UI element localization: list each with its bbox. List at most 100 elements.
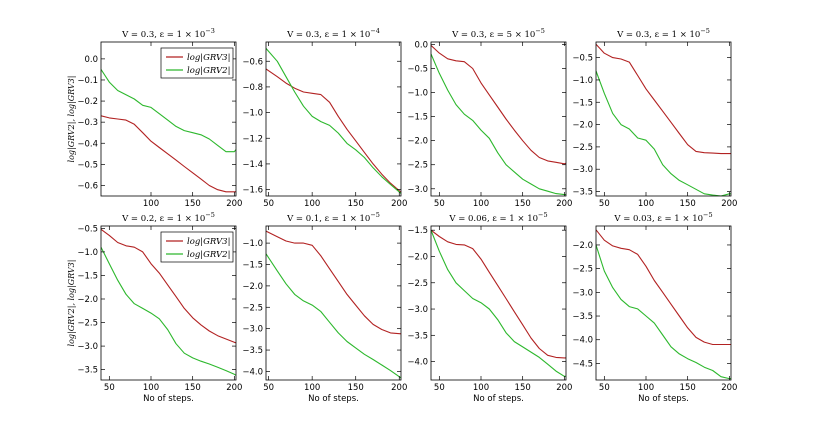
legend-label: log|GRV2| — [187, 66, 230, 76]
y-tick-label: −0.5 — [572, 54, 593, 64]
axes-frame — [100, 225, 237, 381]
axes-frame — [595, 225, 732, 381]
legend-box — [160, 47, 234, 79]
series-line-grv3 — [431, 44, 566, 165]
subplot-3: V = 0.3, ε = 5 × 10−5 50 100 150 200 0.0 −0.5 −… — [407, 27, 572, 209]
y-tick-label: −4.5 — [572, 359, 593, 369]
subplot-title: V = 0.3, ε = 1 × 10−4 — [286, 27, 380, 40]
x-tick-label: 100 — [638, 383, 654, 393]
x-tick-label: 200 — [226, 383, 242, 393]
y-tick-label: −1.0 — [407, 89, 428, 99]
y-tick-label: −3.0 — [407, 185, 428, 195]
x-tick-label: 50 — [434, 199, 445, 209]
subplot-8: V = 0.03, ε = 1 × 10−5 50 100 150 200 −2.0 −2.… — [572, 211, 737, 404]
y-tick-label: −3.0 — [242, 325, 263, 335]
y-tick-label: −3.5 — [242, 346, 263, 356]
y-tick-label: −2.0 — [572, 241, 593, 251]
y-tick-label: −1.5 — [242, 261, 263, 271]
y-tick-label: −0.3 — [77, 118, 98, 128]
x-axis-label: No of steps. — [308, 394, 359, 404]
x-axis-label: No of steps. — [473, 394, 524, 404]
legend-box — [160, 231, 234, 263]
axes-frame — [430, 225, 567, 381]
series-line-grv3 — [101, 115, 236, 193]
subplot-6: V = 0.1, ε = 1 × 10−5 50 100 150 200 −1.0 −1.5… — [242, 211, 407, 404]
axes-frame — [595, 41, 732, 197]
x-tick-label: 200 — [556, 199, 572, 209]
y-tick-label: −3.0 — [572, 165, 593, 175]
y-tick-label: −1.5 — [407, 113, 428, 123]
subplot-5: V = 0.2, ε = 1 × 10−5 50 100 150 200 −0.5 −1.0… — [67, 211, 242, 404]
y-tick-label: −0.5 — [407, 64, 428, 74]
y-tick-label: −3.5 — [572, 312, 593, 322]
subplot-title: V = 0.1, ε = 1 × 10−5 — [286, 211, 380, 224]
subplot-title: V = 0.3, ε = 5 × 10−5 — [451, 27, 545, 40]
y-tick-label: −3.5 — [407, 331, 428, 341]
y-tick-label: −0.6 — [242, 57, 263, 67]
x-tick-label: 150 — [515, 199, 531, 209]
y-tick-label: −2.0 — [407, 137, 428, 147]
series-line-grv2 — [431, 53, 566, 196]
y-tick-label: −1.0 — [572, 76, 593, 86]
x-tick-label: 150 — [515, 383, 531, 393]
x-tick-label: 150 — [680, 383, 696, 393]
y-tick-label: −1.0 — [77, 248, 98, 258]
y-tick-label: −2.0 — [242, 282, 263, 292]
x-tick-label: 150 — [348, 199, 364, 209]
series-line-grv3 — [266, 68, 401, 193]
y-tick-label: −4.0 — [242, 367, 263, 377]
series-line-grv3 — [431, 229, 566, 359]
series-line-grv2 — [266, 253, 401, 379]
x-axis-label: No of steps. — [638, 394, 689, 404]
y-axis-label: log|GRV2|, log|GRV3| — [67, 76, 76, 163]
x-tick-label: 100 — [473, 383, 489, 393]
x-tick-label: 50 — [263, 199, 274, 209]
y-tick-label: −0.6 — [77, 181, 98, 191]
x-tick-label: 100 — [473, 199, 489, 209]
subplot-title: V = 0.06, ε = 1 × 10−5 — [448, 211, 547, 224]
y-tick-label: −3.5 — [572, 188, 593, 198]
legend-label: log|GRV3| — [187, 53, 230, 63]
subplot-1: V = 0.3, ε = 1 × 10−3 100 150 200 0.0 −0.1 −0.… — [67, 27, 242, 209]
x-tick-label: 50 — [104, 383, 115, 393]
axes-frame — [100, 41, 237, 197]
y-tick-label: −0.8 — [242, 83, 263, 93]
subplot-title: V = 0.03, ε = 1 × 10−5 — [613, 211, 712, 224]
x-tick-label: 100 — [143, 199, 159, 209]
legend: log|GRV3| log|GRV2| — [160, 47, 234, 79]
series-line-grv2 — [101, 246, 236, 376]
series-line-grv3 — [596, 43, 731, 155]
y-tick-label: −0.1 — [77, 76, 98, 86]
y-tick-label: −2.5 — [407, 161, 428, 171]
x-tick-label: 150 — [185, 383, 201, 393]
y-tick-label: −1.2 — [242, 134, 263, 144]
y-tick-label: −2.5 — [572, 265, 593, 275]
x-tick-label: 200 — [391, 199, 407, 209]
x-tick-label: 100 — [638, 199, 654, 209]
x-tick-label: 100 — [304, 199, 320, 209]
series-line-grv2 — [596, 70, 731, 196]
y-tick-label: −4.0 — [407, 358, 428, 368]
x-tick-label: 100 — [304, 383, 320, 393]
series-line-grv3 — [596, 229, 731, 346]
subplot-title: V = 0.2, ε = 1 × 10−5 — [121, 211, 215, 224]
subplot-4: V = 0.3, ε = 1 × 10−5 50 100 150 200 −0.5 −1.0… — [572, 27, 737, 209]
y-tick-label: −1.0 — [242, 109, 263, 119]
y-tick-label: −3.0 — [572, 288, 593, 298]
y-tick-label: −0.5 — [77, 224, 98, 234]
y-tick-label: 0.0 — [84, 55, 98, 65]
x-axis-label: No of steps. — [143, 394, 194, 404]
x-tick-label: 200 — [721, 199, 737, 209]
y-tick-label: −1.5 — [77, 271, 98, 281]
series-line-grv2 — [596, 244, 731, 380]
y-tick-label: −1.0 — [242, 239, 263, 249]
subplot-title: V = 0.3, ε = 1 × 10−5 — [616, 27, 710, 40]
axes-frame — [265, 41, 402, 197]
y-tick-label: −1.5 — [407, 226, 428, 236]
x-tick-label: 50 — [263, 383, 274, 393]
x-tick-label: 150 — [348, 383, 364, 393]
x-tick-label: 200 — [226, 199, 242, 209]
series-line-grv2 — [101, 69, 236, 153]
x-tick-label: 50 — [599, 383, 610, 393]
y-tick-label: −2.5 — [242, 303, 263, 313]
